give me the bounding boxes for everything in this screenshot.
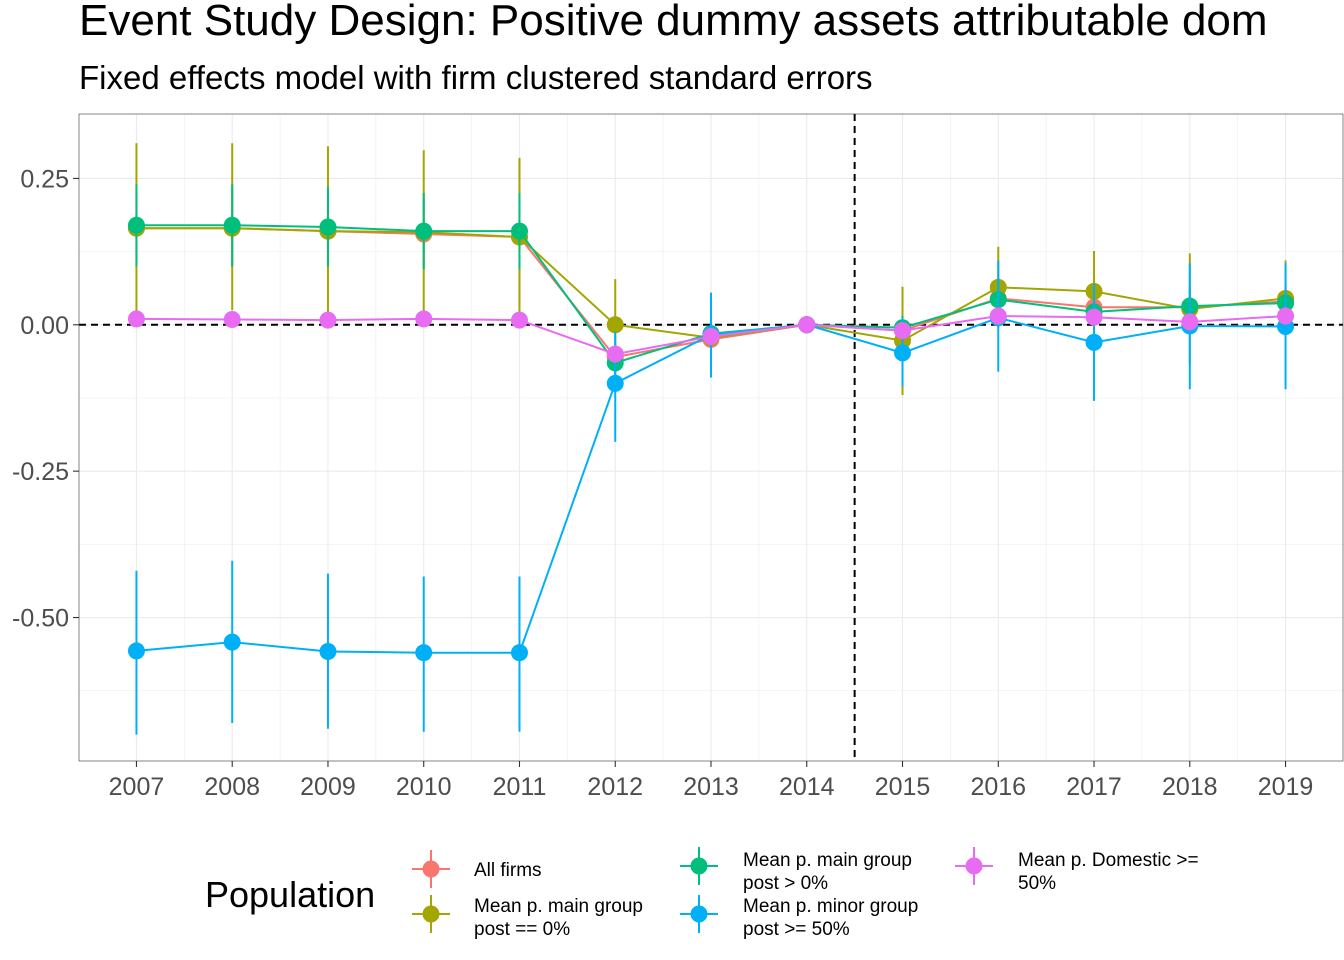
legend-key-point [422, 905, 440, 923]
legend-label-main-group-positive: Mean p. main group post > 0% [743, 850, 917, 894]
x-tick-label: 2013 [683, 773, 739, 801]
x-axis: 2007 2008 2009 2010 2011 2012 2013 2014 2015 2016… [109, 761, 1314, 801]
y-tick-label: -0.50 [12, 605, 69, 633]
legend-key-3 [680, 895, 718, 933]
x-tick-label: 2007 [109, 773, 165, 801]
y-tick-label: 0.25 [20, 165, 69, 193]
data-point [1085, 308, 1103, 326]
x-tick-label: 2010 [396, 773, 452, 801]
x-tick-label: 2012 [587, 773, 643, 801]
chart-subtitle: Fixed effects model with firm clustered … [79, 59, 873, 96]
series-layer [127, 143, 1295, 735]
legend-key-4 [955, 847, 993, 885]
data-point [1181, 313, 1199, 331]
data-point [223, 633, 241, 651]
x-tick-label: 2014 [779, 773, 835, 801]
data-point [606, 316, 624, 334]
data-point [319, 311, 337, 329]
data-point [415, 222, 433, 240]
y-axis: 0.25 0.00 -0.25 -0.50 [12, 165, 79, 633]
legend-key-point [690, 905, 708, 923]
data-point [989, 307, 1007, 325]
legend-keys [412, 847, 993, 933]
data-point [127, 310, 145, 328]
x-tick-label: 2017 [1066, 773, 1122, 801]
legend-title: Population [205, 874, 375, 915]
legend-key-2 [680, 847, 718, 885]
x-tick-label: 2015 [875, 773, 931, 801]
data-point [223, 311, 241, 329]
legend-key-point [690, 857, 708, 875]
legend-label-all-firms: All firms [474, 860, 542, 881]
data-point [510, 644, 528, 662]
data-point [798, 316, 816, 334]
reference-lines [79, 114, 1343, 761]
x-tick-label: 2008 [204, 773, 260, 801]
data-point [415, 310, 433, 328]
legend-label-minor-group: Mean p. minor group post >= 50% [743, 896, 924, 940]
legend-key-1 [412, 895, 450, 933]
data-point [127, 642, 145, 660]
data-point [606, 345, 624, 363]
series-4 [127, 307, 1295, 363]
data-point [702, 327, 720, 345]
data-point [127, 216, 145, 234]
data-point [894, 344, 912, 362]
chart-title: Event Study Design: Positive dummy asset… [79, 0, 1268, 45]
x-tick-label: 2011 [493, 773, 547, 801]
data-point [319, 218, 337, 236]
data-point [606, 374, 624, 392]
data-point [1277, 307, 1295, 325]
data-point [1085, 333, 1103, 351]
legend: Population All firms Mean p. main group … [205, 847, 1204, 940]
legend-label-main-group-zero: Mean p. main group post == 0% [474, 896, 648, 940]
data-point [319, 643, 337, 661]
legend-label-domestic: Mean p. Domestic >= 50% [1018, 850, 1204, 894]
y-tick-label: 0.00 [20, 312, 69, 340]
data-point [415, 644, 433, 662]
legend-key-point [422, 860, 440, 878]
x-tick-label: 2016 [970, 773, 1026, 801]
data-point [510, 311, 528, 329]
legend-key-point [965, 857, 983, 875]
legend-key-0 [412, 850, 450, 888]
x-tick-label: 2018 [1162, 773, 1218, 801]
x-tick-label: 2009 [300, 773, 356, 801]
data-point [223, 216, 241, 234]
data-point [510, 222, 528, 240]
x-tick-label: 2019 [1258, 773, 1314, 801]
data-point [894, 322, 912, 340]
y-tick-label: -0.25 [12, 458, 69, 486]
